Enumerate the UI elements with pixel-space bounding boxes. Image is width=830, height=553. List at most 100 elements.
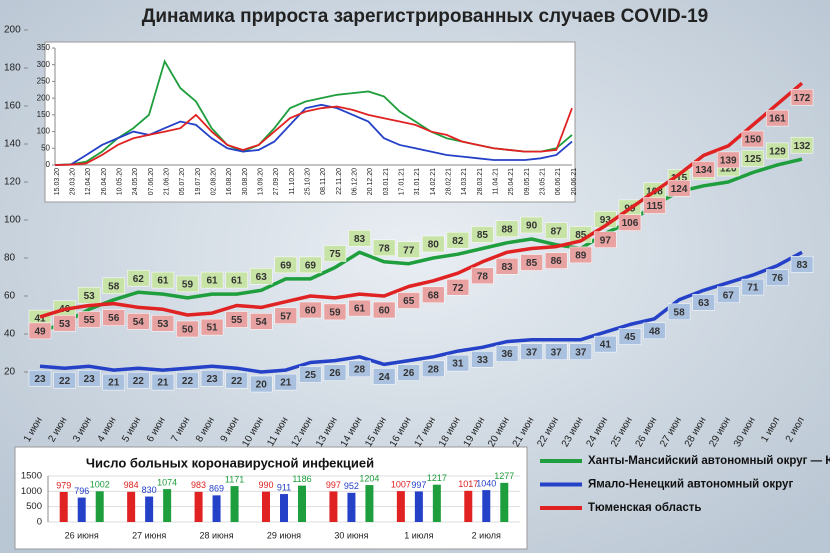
value-label: 21: [280, 378, 292, 389]
value-label: 86: [551, 256, 563, 267]
y-tick-label: 40: [4, 329, 16, 340]
value-label: 68: [428, 290, 440, 301]
bar: [194, 491, 203, 522]
legend-label: Ямало-Ненецкий автономный округ: [588, 479, 793, 491]
value-label: 88: [501, 224, 513, 235]
value-label-box: [151, 271, 175, 289]
value-label: 952: [344, 481, 359, 491]
y-tick-label: 120: [4, 177, 21, 188]
value-label-box: [520, 343, 543, 360]
value-label: 90: [526, 221, 538, 232]
value-label-box: [790, 136, 814, 154]
value-label-box: [520, 254, 543, 271]
value-label-box: [348, 299, 371, 317]
value-label: 28: [428, 364, 440, 375]
value-label: 31: [452, 359, 464, 370]
series-line: [54, 103, 573, 166]
value-label-box: [127, 269, 150, 287]
value-label-box: [249, 268, 273, 285]
value-label: 60: [305, 306, 317, 317]
x-tick-label: 13.09.20: [258, 168, 265, 195]
value-label-box: [569, 246, 593, 264]
value-label: 979: [56, 480, 71, 490]
value-label: 983: [191, 480, 206, 490]
value-label-box: [176, 320, 199, 338]
value-label: 22: [231, 376, 243, 387]
x-tick-label: 31.01.21: [414, 168, 421, 195]
value-label: 41: [34, 314, 46, 325]
value-label: 984: [124, 480, 139, 490]
value-label-box: [348, 360, 371, 378]
value-label-box: [102, 309, 125, 326]
value-label: 59: [329, 308, 341, 319]
chart-title: Динамика прироста зарегистрированных слу…: [142, 6, 708, 27]
value-label-box: [397, 241, 420, 258]
value-label-box: [495, 220, 519, 238]
bar: [396, 491, 405, 522]
x-tick-label: 21.06.20: [164, 168, 171, 195]
y-tick-label: 500: [26, 501, 42, 512]
value-label: 25: [305, 370, 317, 381]
value-label: 37: [526, 347, 538, 358]
y-tick-label: 0: [46, 160, 51, 169]
value-label-box: [77, 370, 101, 387]
x-tick-label: 20.06.21: [571, 168, 578, 195]
value-label-box: [741, 130, 765, 148]
value-label: 77: [403, 245, 415, 256]
value-label: 55: [231, 315, 243, 326]
value-label-box: [717, 286, 740, 303]
x-tick-label: 12.04.20: [85, 168, 92, 195]
value-label-box: [741, 150, 765, 167]
value-label: 21: [108, 378, 120, 389]
x-tick-label: 09.05.21: [524, 168, 531, 195]
x-tick-label: 15.03.20: [54, 168, 61, 195]
bar: [95, 491, 104, 522]
value-label: 24: [379, 372, 391, 383]
value-label: 1007: [391, 479, 411, 489]
value-label: 1217: [427, 473, 447, 483]
bar: [230, 486, 239, 522]
value-label: 997: [326, 480, 341, 490]
value-label-box: [274, 256, 298, 274]
x-tick-label: 06.12.20: [352, 168, 359, 195]
bar: [482, 490, 491, 522]
value-label-box: [643, 322, 666, 340]
value-label-box: [446, 354, 470, 372]
value-label: 911: [277, 482, 291, 492]
x-tick-label: 26.04.20: [101, 168, 108, 195]
value-label: 80: [428, 240, 440, 251]
value-label-box: [594, 231, 617, 248]
value-label-box: [176, 371, 199, 389]
x-tick-label: 25.04.21: [508, 168, 515, 195]
value-label: 65: [403, 296, 415, 307]
x-tick-label: 19.07.20: [195, 168, 202, 195]
value-label-box: [200, 271, 224, 289]
value-label: 60: [379, 306, 391, 317]
value-label-box: [471, 226, 494, 243]
value-label: 36: [501, 349, 513, 360]
x-tick-label: 16.08.20: [226, 168, 233, 195]
y-tick-label: 50: [41, 143, 50, 152]
value-label: 49: [34, 327, 46, 338]
value-label-box: [766, 269, 789, 286]
value-label-box: [102, 277, 125, 295]
value-label-box: [495, 258, 519, 275]
y-tick-label: 200: [37, 93, 51, 102]
value-label: 161: [769, 114, 786, 125]
value-label: 53: [84, 291, 96, 302]
value-label: 82: [452, 236, 464, 247]
x-tick-label: 29 июня: [267, 530, 301, 540]
y-tick-label: 150: [37, 110, 51, 119]
value-label: 69: [305, 261, 317, 272]
value-label-box: [200, 370, 224, 387]
y-tick-label: 180: [4, 63, 21, 74]
value-label-box: [225, 371, 248, 389]
value-label-box: [127, 313, 150, 330]
value-label: 61: [207, 276, 219, 287]
value-label-box: [225, 271, 248, 289]
value-label-box: [397, 364, 420, 381]
value-label: 63: [698, 298, 710, 309]
value-label-box: [422, 286, 445, 304]
value-label-box: [790, 88, 814, 106]
